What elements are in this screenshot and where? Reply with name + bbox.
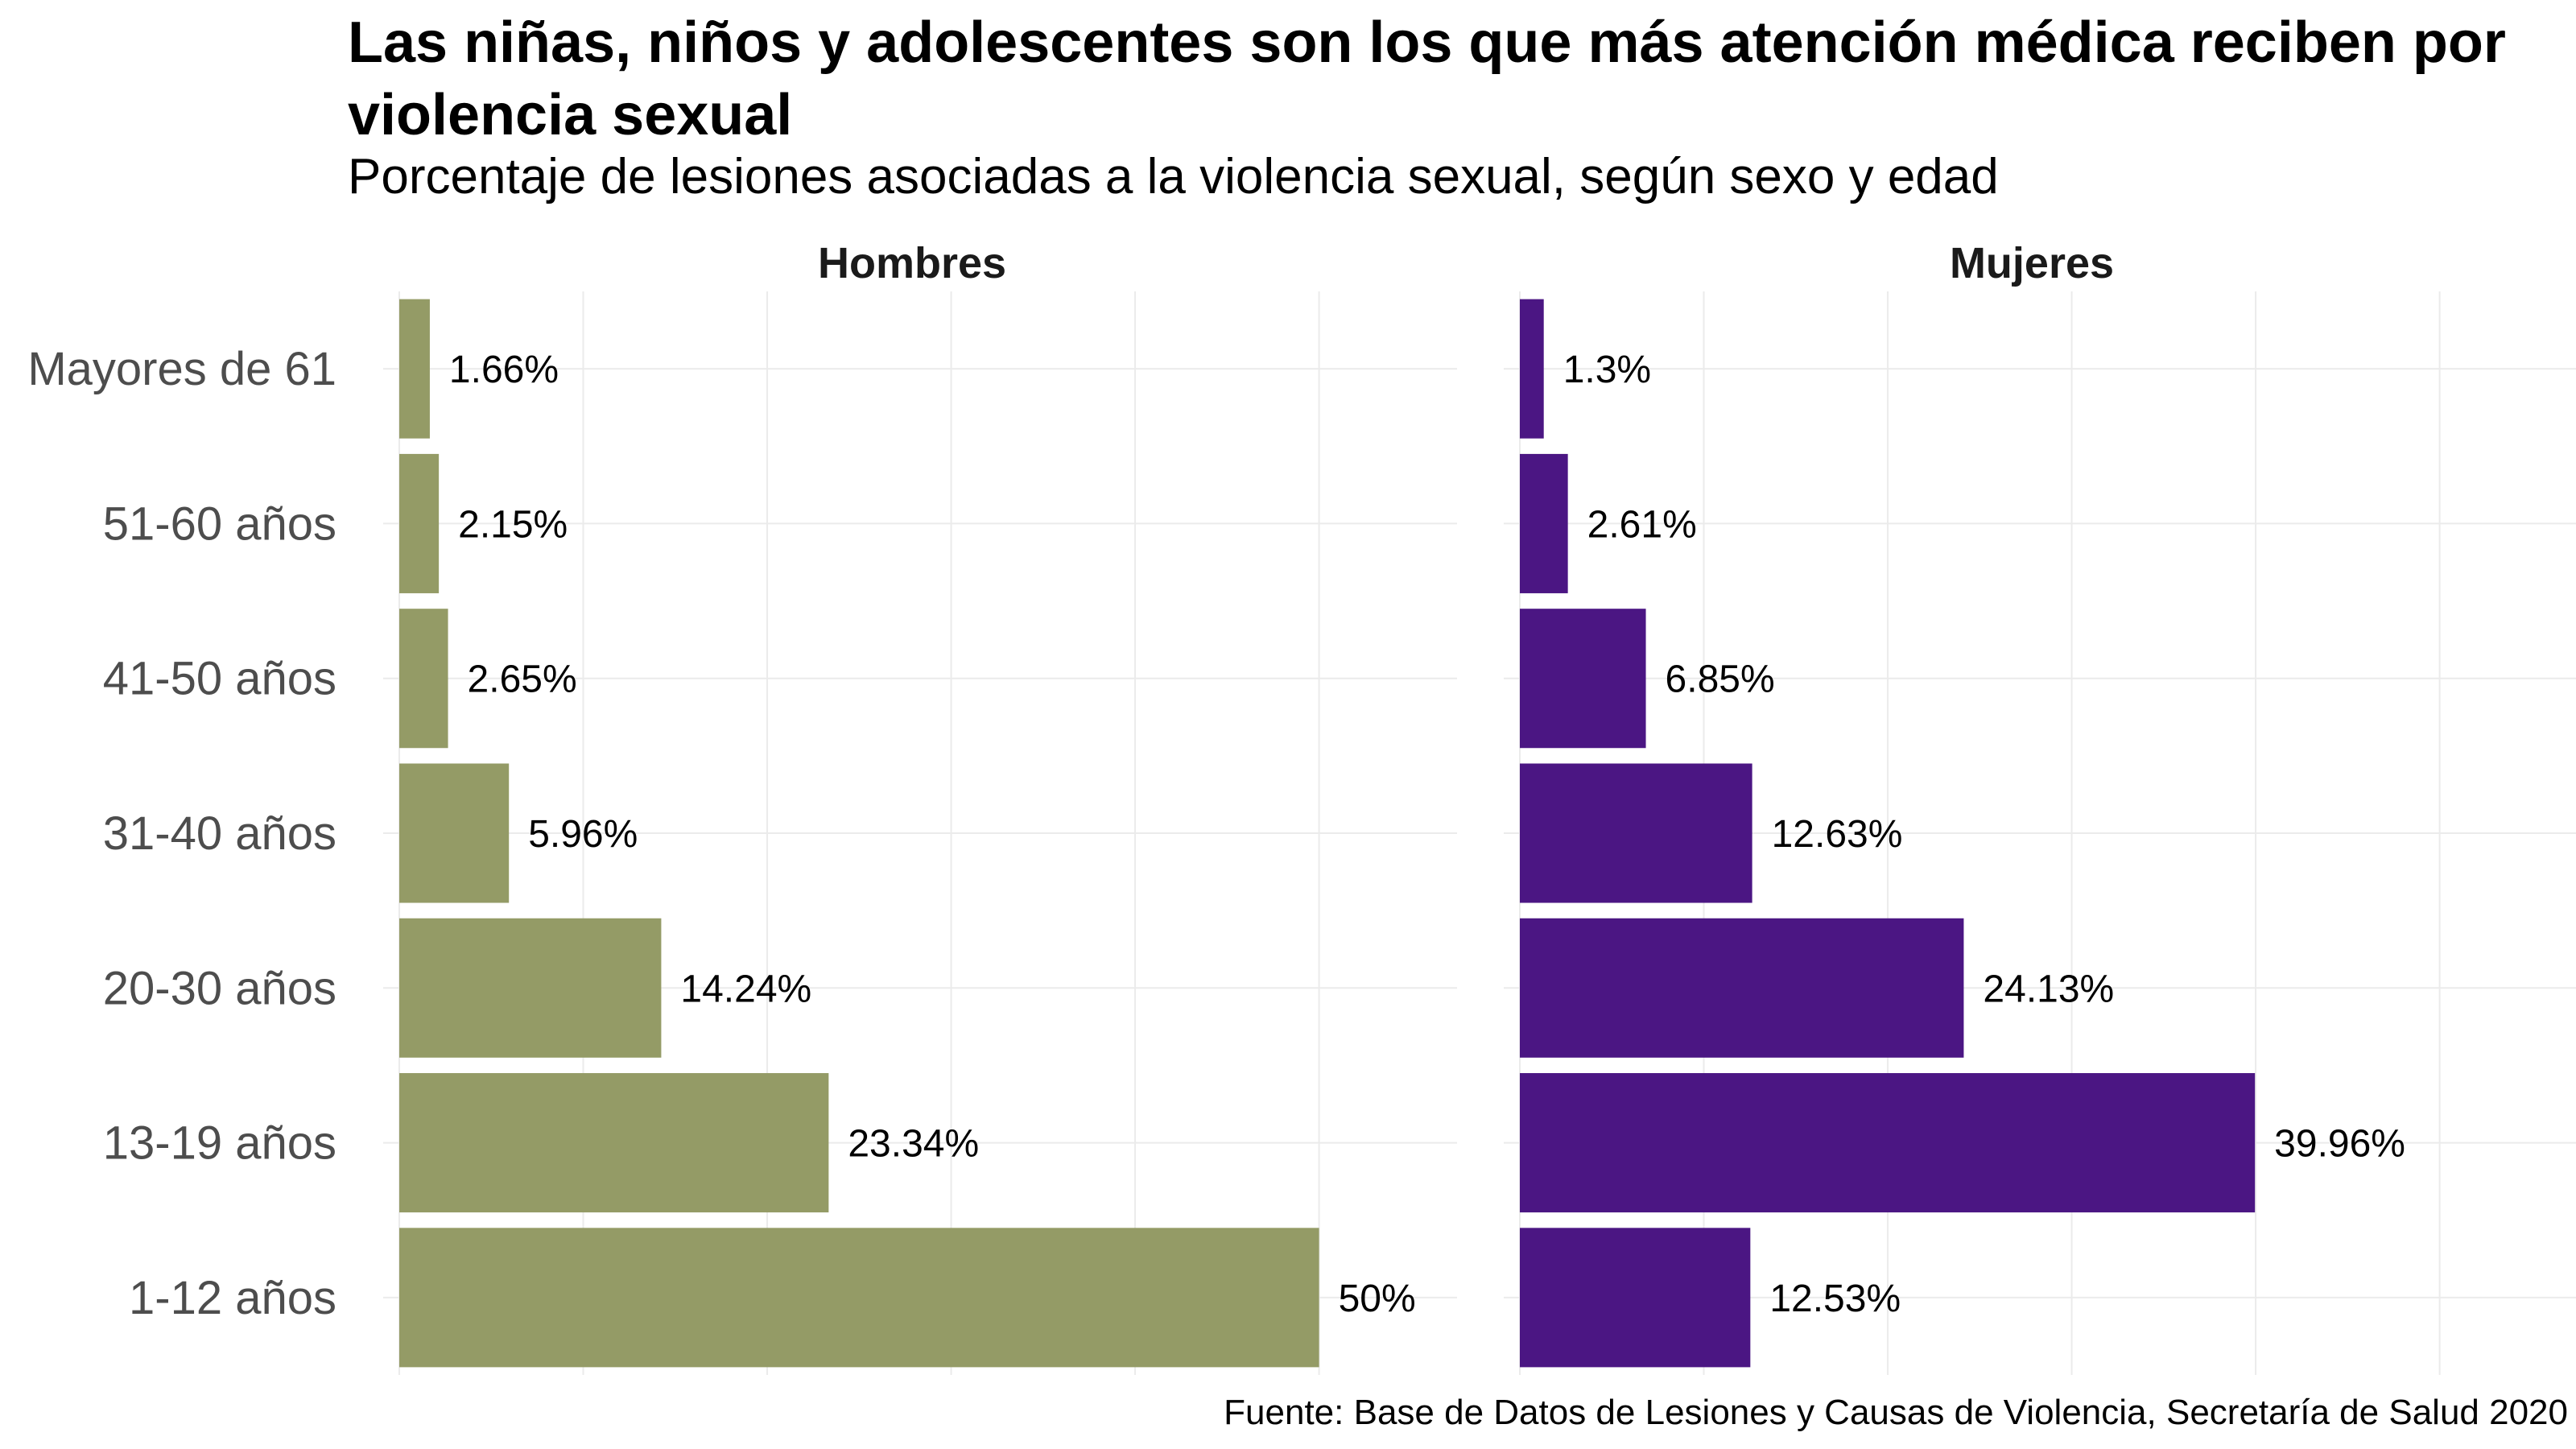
data-label-hombres-3: 5.96% bbox=[528, 813, 638, 856]
bar-mujeres-2 bbox=[1520, 609, 1646, 749]
data-label-hombres-6: 50% bbox=[1339, 1278, 1416, 1320]
bar-mujeres-4 bbox=[1520, 918, 1964, 1058]
data-label-hombres-0: 1.66% bbox=[449, 349, 559, 391]
data-label-mujeres-0: 1.3% bbox=[1563, 349, 1651, 391]
data-label-mujeres-6: 12.53% bbox=[1769, 1278, 1901, 1320]
category-label-1: 51-60 años bbox=[103, 497, 336, 550]
bar-hombres-6 bbox=[399, 1228, 1319, 1368]
facet-label-mujeres: Mujeres bbox=[1950, 239, 2114, 287]
bar-mujeres-0 bbox=[1520, 299, 1544, 439]
bar-mujeres-5 bbox=[1520, 1073, 2256, 1213]
facet-label-hombres: Hombres bbox=[818, 239, 1006, 287]
bar-hombres-4 bbox=[399, 918, 662, 1058]
data-label-hombres-1: 2.15% bbox=[458, 503, 568, 546]
bar-mujeres-6 bbox=[1520, 1228, 1751, 1368]
chart-title: Las niñas, niños y adolescentes son los … bbox=[348, 10, 2506, 147]
bar-hombres-1 bbox=[399, 453, 440, 593]
data-label-mujeres-3: 12.63% bbox=[1772, 813, 1903, 856]
chart-subtitle: Porcentaje de lesiones asociadas a la vi… bbox=[348, 149, 1999, 204]
data-label-hombres-2: 2.65% bbox=[468, 658, 577, 701]
data-label-mujeres-4: 24.13% bbox=[1983, 968, 2114, 1010]
data-label-mujeres-5: 39.96% bbox=[2274, 1123, 2405, 1166]
category-label-2: 41-50 años bbox=[103, 653, 336, 705]
data-label-mujeres-2: 6.85% bbox=[1666, 658, 1775, 701]
data-label-mujeres-1: 2.61% bbox=[1587, 503, 1697, 546]
category-label-4: 20-30 años bbox=[103, 962, 336, 1014]
bar-hombres-0 bbox=[399, 299, 430, 439]
bar-mujeres-1 bbox=[1520, 453, 1568, 593]
bar-hombres-3 bbox=[399, 763, 510, 903]
bar-hombres-5 bbox=[399, 1073, 829, 1213]
bar-hombres-2 bbox=[399, 609, 448, 749]
bar-mujeres-3 bbox=[1520, 763, 1752, 903]
data-label-hombres-5: 23.34% bbox=[848, 1123, 979, 1166]
data-label-hombres-4: 14.24% bbox=[680, 968, 811, 1010]
category-label-6: 1-12 años bbox=[129, 1272, 336, 1324]
category-label-3: 31-40 años bbox=[103, 807, 336, 860]
source-caption: Fuente: Base de Datos de Lesiones y Caus… bbox=[1224, 1393, 2568, 1432]
category-label-5: 13-19 años bbox=[103, 1117, 336, 1170]
category-label-0: Mayores de 61 bbox=[27, 343, 336, 395]
